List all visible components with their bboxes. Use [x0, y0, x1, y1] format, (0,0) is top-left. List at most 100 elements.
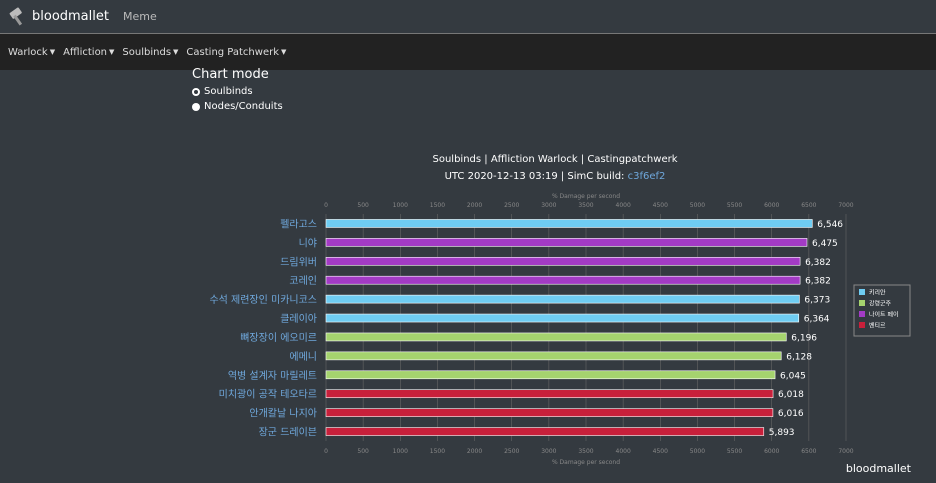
bar-value-label: 6,475	[812, 239, 838, 249]
bar-value-label: 5,893	[769, 428, 795, 438]
x-axis-ticks: 0 0 500 500 1000 1000 1500 1500 2000 2000 2500 2500…	[324, 202, 854, 455]
chart-subtitle-text: UTC 2020-12-13 03:19 | SimC build:	[445, 171, 628, 182]
x-tick-label-bottom: 4500	[653, 448, 668, 455]
legend-entry[interactable]: 강령군주	[869, 300, 892, 308]
x-tick-label-top: 6000	[764, 202, 779, 209]
bar	[325, 238, 808, 247]
x-tick-label-bottom: 3500	[578, 448, 593, 455]
category-label[interactable]: 수석 제련장인 미카니코스	[209, 294, 317, 306]
bar-value-label: 6,128	[786, 352, 812, 362]
chart-mode-title: Chart mode	[192, 67, 269, 82]
legend-swatch	[859, 289, 865, 295]
bar-value-label: 6,196	[791, 333, 817, 343]
category-label[interactable]: 드림위버	[280, 255, 317, 268]
radio-nodes-conduits[interactable]: Nodes/Conduits	[192, 101, 283, 112]
bar	[325, 427, 765, 436]
spec-navbar: Warlock ▼ Affliction ▼ Soulbinds ▼ Casting …	[0, 34, 936, 70]
bar	[325, 332, 787, 342]
bar	[325, 408, 774, 417]
bar	[325, 256, 801, 266]
meme-link[interactable]: Meme	[122, 10, 157, 23]
x-tick-label-top: 0	[324, 202, 328, 209]
x-tick-label-bottom: 6000	[764, 448, 779, 455]
menu-class-label: Warlock	[8, 46, 48, 58]
legend-entry[interactable]: 벤티르	[869, 322, 886, 330]
footer-brand: bloodmallet	[845, 462, 911, 475]
category-label[interactable]: 코레인	[289, 275, 317, 287]
menu-spec-label: Affliction	[63, 46, 108, 58]
category-label[interactable]: 클레이아	[280, 313, 317, 325]
category-label[interactable]: 장군 드레이븐	[259, 427, 317, 439]
radio-soulbinds[interactable]: Soulbinds	[192, 86, 283, 97]
bar	[325, 294, 800, 304]
category-label[interactable]: 역병 설계자 마릴레트	[228, 369, 317, 382]
top-bar: bloodmallet Meme	[0, 0, 936, 34]
radio-unchecked-icon[interactable]	[192, 102, 200, 111]
legend-swatch	[859, 311, 865, 317]
menu-fight-style[interactable]: Casting Patchwerk ▼	[186, 47, 286, 58]
x-tick-label-bottom: 6500	[801, 448, 816, 455]
caret-down-icon: ▼	[49, 48, 56, 56]
x-tick-label-bottom: 2500	[504, 448, 519, 455]
x-tick-label-bottom: 5000	[690, 448, 705, 455]
bar	[325, 351, 782, 361]
x-tick-label-bottom: 7000	[838, 448, 853, 455]
x-tick-label-bottom: 500	[357, 448, 369, 455]
bar-value-label: 6,016	[778, 409, 804, 419]
legend-entry[interactable]: 나이트 페이	[869, 311, 899, 319]
x-tick-label-top: 3500	[578, 202, 593, 209]
radio-checked-icon[interactable]	[192, 87, 200, 96]
menu-data-type-label: Soulbinds	[122, 46, 172, 58]
category-label[interactable]: 미치광이 공작 테오타르	[219, 389, 317, 401]
x-tick-label-top: 1000	[393, 202, 408, 209]
x-tick-label-bottom: 0	[324, 448, 328, 455]
x-tick-label-top: 2000	[467, 202, 482, 209]
caret-down-icon: ▼	[173, 48, 179, 56]
x-tick-label-bottom: 2000	[467, 448, 482, 455]
bar	[325, 370, 776, 380]
x-tick-label-top: 3000	[541, 202, 556, 209]
bar	[325, 275, 801, 285]
chart-mode-panel: Chart mode Soulbinds Nodes/Conduits	[192, 67, 283, 112]
menu-class[interactable]: Warlock ▼	[8, 47, 55, 58]
bar	[325, 219, 813, 228]
menu-data-type[interactable]: Soulbinds ▼	[122, 47, 178, 58]
x-tick-label-top: 6500	[801, 202, 816, 209]
x-axis-title-top: % Damage per second	[552, 193, 620, 200]
hammer-icon	[9, 6, 23, 25]
menu-spec[interactable]: Affliction ▼	[63, 47, 114, 58]
x-tick-label-top: 1500	[430, 202, 445, 209]
simc-build-link[interactable]: c3f6ef2	[628, 171, 666, 182]
gridlines	[325, 214, 847, 441]
x-axis-title-bottom: % Damage per second	[552, 459, 620, 466]
x-tick-label-bottom: 3000	[541, 448, 556, 455]
bars: 6,546 6,475 6,382 6,382 6,373 6,364 6,196 6,128…	[325, 219, 843, 438]
x-tick-label-bottom: 4000	[616, 448, 631, 455]
category-label[interactable]: 니야	[299, 237, 317, 249]
brand-name: bloodmallet	[32, 9, 109, 24]
x-tick-label-top: 500	[357, 202, 369, 209]
category-label[interactable]: 뼈장장이 에오미르	[240, 332, 317, 344]
x-tick-label-top: 7000	[838, 202, 853, 209]
bar-value-label: 6,018	[778, 390, 804, 400]
category-label[interactable]: 에메니	[289, 351, 317, 363]
x-tick-label-bottom: 5500	[727, 448, 742, 455]
x-tick-label-top: 4500	[653, 202, 668, 209]
category-label[interactable]: 안개칼날 나지아	[249, 407, 317, 420]
x-tick-label-top: 4000	[616, 202, 631, 209]
caret-down-icon: ▼	[109, 48, 115, 56]
legend-swatch	[859, 300, 865, 306]
legend-entry[interactable]: 키리안	[869, 289, 886, 297]
brand-link[interactable]: bloodmallet	[8, 6, 109, 27]
x-tick-label-top: 5000	[690, 202, 705, 209]
menu-fight-style-label: Casting Patchwerk	[186, 46, 280, 58]
x-tick-label-bottom: 1500	[430, 448, 445, 455]
bar	[325, 389, 774, 399]
category-label[interactable]: 펠라고스	[280, 218, 317, 230]
radio-nodes-conduits-label: Nodes/Conduits	[204, 101, 283, 112]
bar-value-label: 6,373	[804, 296, 830, 306]
x-tick-label-bottom: 1000	[393, 448, 408, 455]
